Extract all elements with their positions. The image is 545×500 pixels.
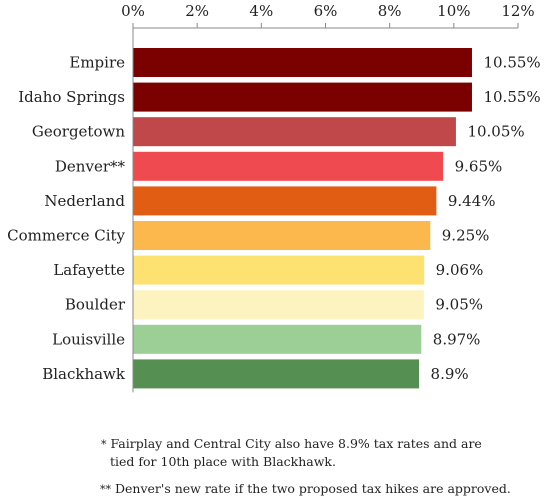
bar-chart: 0% 2% 4% 6% 8% 10% 12% Empire 10.55% Idaho Spring… (7, 2, 541, 393)
x-tick-label: 6% (314, 2, 338, 20)
category-label: Denver** (55, 157, 126, 175)
category-label: Boulder (65, 296, 126, 314)
bar (133, 324, 422, 354)
footnote-2-mark: ** (100, 483, 111, 496)
footnote-1-line-2: tied for 10th place with Blackhawk. (110, 454, 336, 469)
category-label: Idaho Springs (18, 88, 125, 106)
x-tick-label: 8% (378, 2, 402, 20)
bar (133, 82, 472, 112)
bar (133, 359, 420, 389)
x-tick-label: 0% (121, 2, 145, 20)
value-label: 10.55% (483, 88, 540, 106)
bar (133, 186, 437, 216)
category-label: Nederland (44, 192, 125, 210)
category-label: Georgetown (32, 123, 125, 141)
footnote-1-mark: * (101, 438, 107, 451)
category-label: Blackhawk (42, 365, 126, 383)
footnote-1-continued: tied for 10th place with Blackhawk. (110, 453, 336, 470)
category-label: Empire (69, 54, 125, 72)
x-tick-label: 12% (501, 2, 534, 20)
value-label: 8.97% (433, 330, 481, 348)
value-label: 9.44% (448, 192, 496, 210)
footnote-2-text: Denver's new rate if the two proposed ta… (114, 481, 511, 496)
value-label: 9.25% (442, 227, 490, 245)
value-label: 10.55% (483, 54, 540, 72)
bar (133, 221, 431, 250)
footnote-2: ** Denver's new rate if the two proposed… (100, 480, 511, 498)
value-label: 8.9% (431, 365, 469, 383)
x-tick-label: 2% (185, 2, 209, 20)
bar (133, 151, 444, 181)
category-label: Louisville (52, 330, 125, 348)
footnote-1-line-1: Fairplay and Central City also have 8.9%… (110, 436, 482, 451)
bar (133, 290, 424, 320)
x-tick-label: 4% (249, 2, 273, 20)
footnote-1: * Fairplay and Central City also have 8.… (101, 435, 482, 453)
category-label: Commerce City (7, 227, 125, 245)
x-tick-label: 10% (437, 2, 470, 20)
value-label: 9.05% (435, 296, 483, 314)
bar (133, 117, 456, 147)
category-label: Lafayette (53, 261, 125, 279)
bar (133, 48, 472, 77)
value-label: 9.65% (455, 157, 503, 175)
bar (133, 255, 425, 285)
value-label: 10.05% (467, 123, 524, 141)
value-label: 9.06% (436, 261, 484, 279)
